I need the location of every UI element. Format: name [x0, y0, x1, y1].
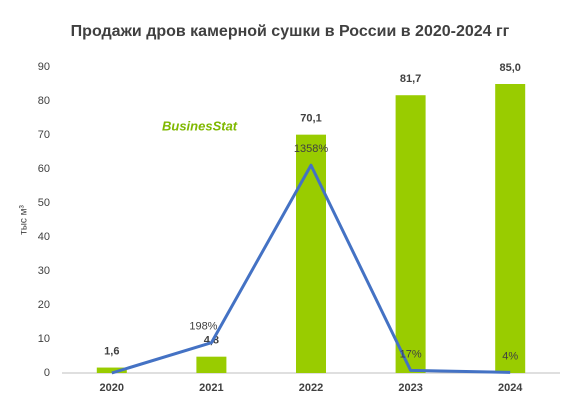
logo: BusinesStat — [162, 118, 238, 133]
bar — [196, 356, 227, 373]
growth-label: 1358% — [294, 143, 328, 155]
data-label: 1,6 — [104, 345, 119, 357]
x-tick-label: 2023 — [398, 382, 422, 394]
y-tick-label: 40 — [38, 231, 50, 243]
y-tick-label: 50 — [38, 197, 50, 209]
growth-label: 17% — [400, 348, 422, 360]
x-tick-label: 2024 — [498, 382, 523, 394]
y-tick-label: 30 — [38, 265, 50, 277]
data-label: 70,1 — [300, 113, 321, 125]
growth-label: 198% — [189, 321, 217, 333]
growth-line — [111, 163, 511, 375]
bar — [395, 95, 426, 373]
y-tick-label: 0 — [44, 367, 50, 379]
y-tick-label: 90 — [38, 61, 50, 73]
y-tick-label: 20 — [38, 299, 50, 311]
bar — [495, 84, 526, 373]
chart-title: Продажи дров камерной сушки в России в 2… — [71, 23, 510, 40]
bar — [296, 134, 326, 373]
x-tick-label: 2020 — [100, 382, 124, 394]
growth-label: 4% — [502, 350, 518, 362]
x-tick-label: 2021 — [199, 382, 223, 394]
y-tick-label: 70 — [38, 129, 50, 141]
data-label: 85,0 — [499, 62, 520, 74]
x-tick-label: 2022 — [299, 382, 323, 394]
y-tick-label: 60 — [38, 163, 50, 175]
y-axis-label: тыс м³ — [19, 204, 30, 234]
y-tick-label: 80 — [38, 95, 50, 107]
y-tick-label: 10 — [38, 333, 50, 345]
bar — [96, 367, 127, 373]
data-label: 81,7 — [400, 73, 421, 85]
